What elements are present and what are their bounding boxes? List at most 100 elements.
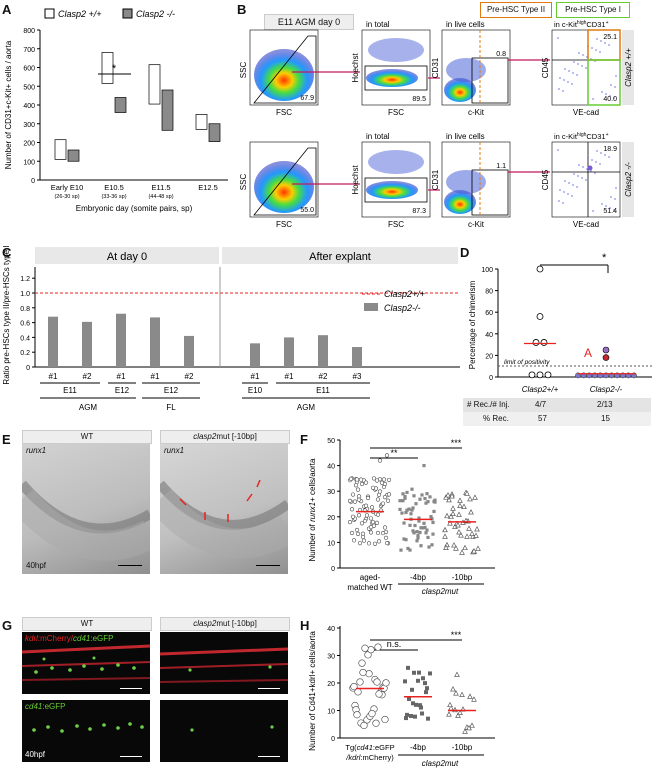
bar-label: #1 [285,372,294,381]
data-point [411,529,415,533]
data-point [410,508,414,512]
tick-label: 10 [327,540,335,547]
panel-c-header-right: After explant [309,251,371,263]
bar [284,337,294,367]
panel-d-label: D [460,245,470,260]
data-point [464,490,470,496]
panel-h-ylabel: Number of Cd41+kdrl+ cells/aorta [308,631,317,751]
data-point [445,492,451,498]
data-point [467,495,473,502]
data-point [447,520,453,526]
panel-g-image-mut-merge [160,632,288,694]
data-point [536,313,544,320]
data-point [466,725,472,731]
bar-label: #2 [185,372,194,381]
panel-e-wt: WT [22,430,152,444]
data-point [411,701,415,706]
bar [352,347,362,367]
tick-label: 0.6 [20,321,30,328]
data-point [407,507,411,511]
axis-cd31: CD31 [431,169,440,190]
event [567,193,569,195]
panel-g-wt: WT [22,617,152,631]
data-point [362,518,368,524]
axis-fsc: FSC [388,108,404,117]
box [208,123,221,142]
table-row: % Rec. 57 15 [463,412,651,426]
data-point [432,499,436,504]
data-point [426,716,430,721]
panel-a-ylabel: Number of CD31+c-Kit+ cells / aorta [4,40,13,169]
panel-g-mut: clasp2mut [-10bp] [160,617,290,631]
data-point [456,511,462,517]
data-point [426,500,430,504]
gate-value: 87.3 [412,208,426,215]
data-point [442,533,448,539]
genotype-label: Clasp2 -/- [624,162,633,197]
tick-label: 20 [327,515,335,522]
tick-label: 0 [26,365,30,372]
data-point [422,464,426,468]
event [557,149,559,151]
data-point [454,671,460,677]
bar [318,335,328,367]
group-label: E10.5 [104,183,124,192]
column-title: in c-KithighCD31+ [554,20,609,29]
event [585,179,587,181]
panel-f-group1b: matched WT [347,583,392,592]
event [562,202,564,204]
bar [150,317,160,367]
data-point [415,530,419,534]
event [559,77,561,79]
event [577,175,579,177]
data-point [403,496,407,500]
tick-label: 80 [485,289,493,296]
data-point [469,722,475,728]
event [558,88,560,90]
panel-g-image-wt-merge: kdrl:mCherry/cd41:eGFP [22,632,150,694]
data-point [354,688,362,696]
panel-f-group2: -4bp [410,573,427,582]
data-point [347,519,353,525]
data-point [349,530,355,536]
event [582,54,584,56]
data-point [457,709,463,715]
tick-label: 400 [23,103,35,110]
event [613,97,615,99]
data-point [458,532,464,538]
data-point [602,354,610,361]
gate [253,35,317,104]
data-point [404,538,408,542]
event [582,166,584,168]
data-point [459,549,465,555]
panel-g-merge-label: kdrl:mCherry/cd41:eGFP [25,634,114,643]
bar-label: #1 [251,372,260,381]
event [568,182,570,184]
data-point [348,476,354,481]
data-point [413,714,417,719]
event [599,163,601,165]
tick-label: 300 [23,122,35,129]
data-point [374,478,380,483]
panel-a-chart: Clasp2 +/+ Clasp2 -/- 0 100 200 300 400 500 60… [4,8,228,213]
panel-h-group2: -4bp [410,743,427,752]
data-point [430,543,434,547]
tick-label: 100 [481,267,493,274]
panel-f-label: F [300,432,308,447]
panel-h-group1b: /kdrl:mCherry) [345,753,394,762]
box [67,149,80,162]
data-point [422,521,426,525]
data-point [356,678,364,686]
bar-label: #2 [83,372,92,381]
group-sub: (44-48 sp) [148,194,173,200]
data-point [532,339,540,346]
panel-c-label: C [2,245,12,260]
data-point [474,526,480,532]
data-point [377,489,383,494]
tick-label: 30 [327,654,335,661]
event [578,52,580,54]
event [587,157,589,159]
data-point [426,535,430,540]
data-point [375,530,381,536]
data-point [451,542,457,548]
